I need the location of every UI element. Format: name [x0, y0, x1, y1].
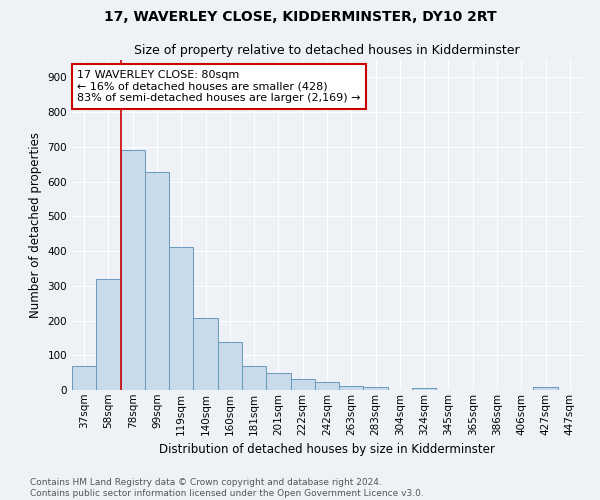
- Bar: [72, 366, 96, 390]
- Bar: [96, 279, 121, 390]
- X-axis label: Distribution of detached houses by size in Kidderminster: Distribution of detached houses by size …: [159, 443, 495, 456]
- Y-axis label: Number of detached properties: Number of detached properties: [29, 132, 42, 318]
- Text: 17, WAVERLEY CLOSE, KIDDERMINSTER, DY10 2RT: 17, WAVERLEY CLOSE, KIDDERMINSTER, DY10 …: [104, 10, 496, 24]
- Text: 17 WAVERLEY CLOSE: 80sqm
← 16% of detached houses are smaller (428)
83% of semi-: 17 WAVERLEY CLOSE: 80sqm ← 16% of detach…: [77, 70, 361, 103]
- Bar: [218, 342, 242, 390]
- Bar: [339, 386, 364, 390]
- Bar: [290, 378, 315, 390]
- Bar: [364, 387, 388, 390]
- Bar: [121, 150, 145, 390]
- Bar: [266, 374, 290, 390]
- Bar: [533, 387, 558, 390]
- Bar: [193, 318, 218, 390]
- Bar: [169, 247, 193, 390]
- Bar: [242, 366, 266, 390]
- Text: Contains HM Land Registry data © Crown copyright and database right 2024.
Contai: Contains HM Land Registry data © Crown c…: [30, 478, 424, 498]
- Bar: [412, 388, 436, 390]
- Bar: [315, 382, 339, 390]
- Bar: [145, 172, 169, 390]
- Title: Size of property relative to detached houses in Kidderminster: Size of property relative to detached ho…: [134, 44, 520, 58]
